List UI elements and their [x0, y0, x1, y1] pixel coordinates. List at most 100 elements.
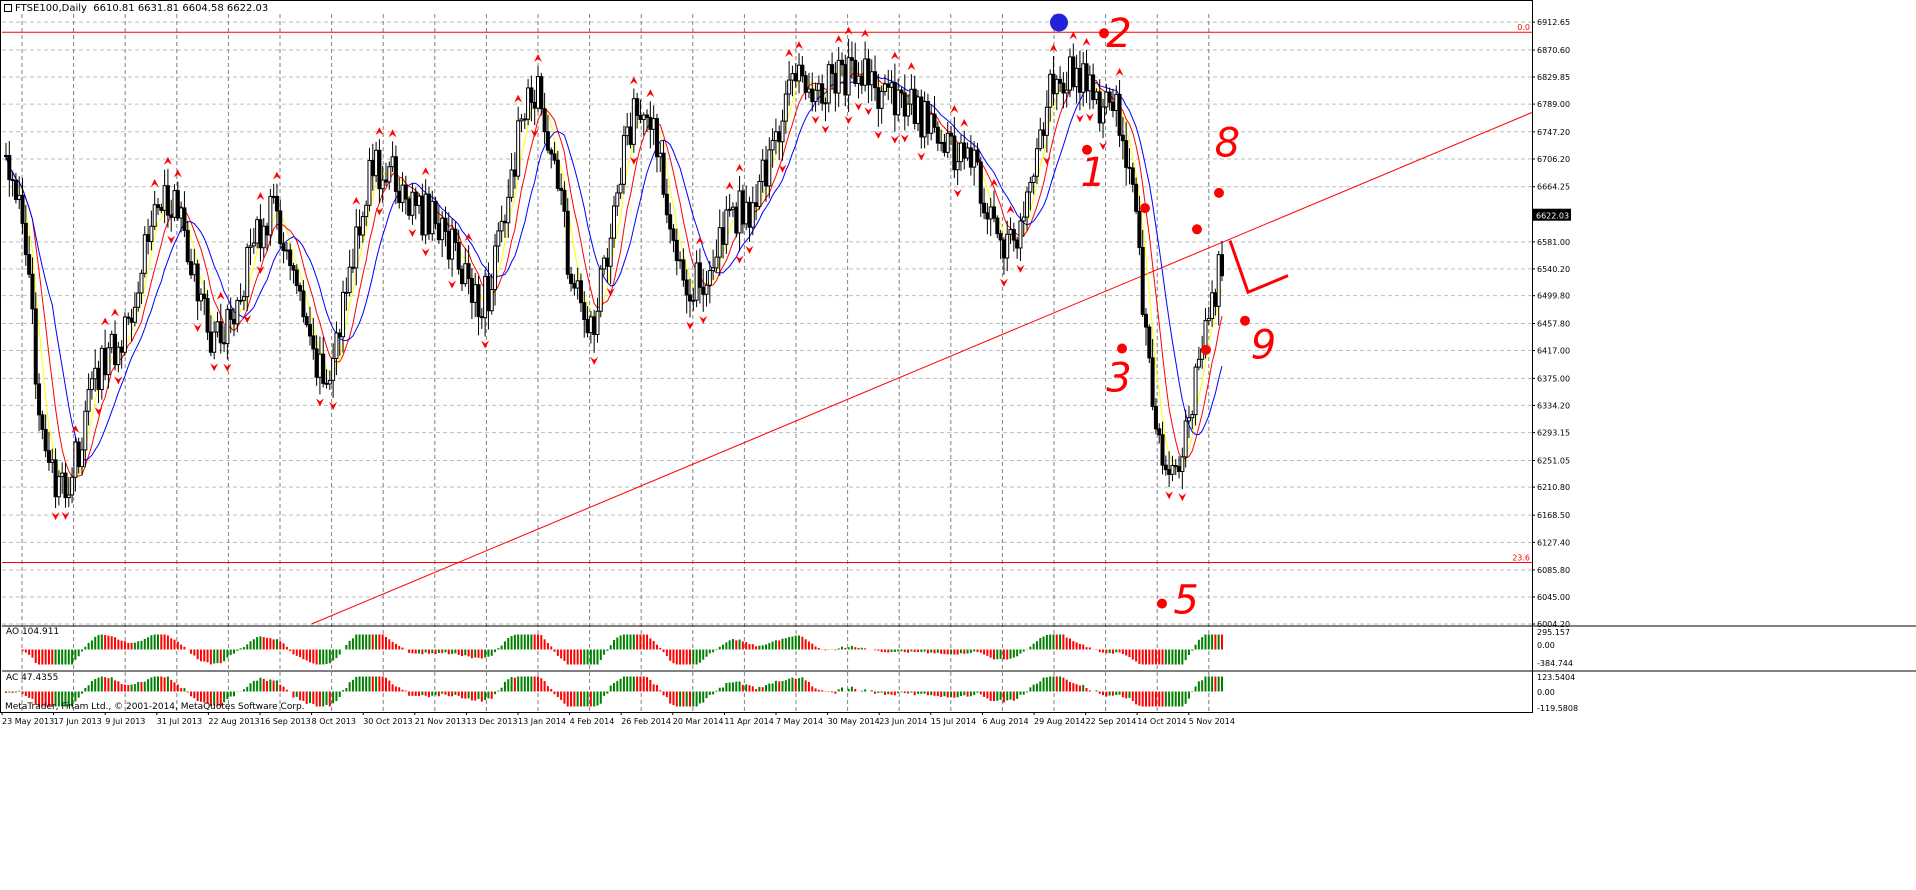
date-tick-label: 6 Aug 2014	[982, 717, 1028, 726]
candle-body	[1193, 366, 1198, 416]
candle-body	[1144, 313, 1148, 328]
date-tick-label: 26 Feb 2014	[621, 717, 671, 726]
fractal-down-arrow	[590, 356, 599, 365]
candle-body	[889, 82, 894, 88]
candle-body	[73, 441, 78, 478]
candle-body	[899, 89, 904, 94]
candle-body	[364, 204, 369, 218]
red-dot-marker	[1214, 187, 1224, 198]
candle-body	[922, 100, 927, 138]
fibonacci-levels[interactable]: 0.0 23.6	[2, 23, 1532, 564]
candle-body	[651, 118, 656, 130]
candle-body	[522, 118, 527, 121]
date-tick-label: 21 Nov 2013	[415, 717, 466, 726]
candle-body	[882, 83, 887, 92]
fractal-down-arrow	[854, 102, 863, 111]
candle-body	[103, 347, 108, 376]
candle-body	[1203, 320, 1208, 350]
candle-body	[53, 459, 58, 498]
candle-body	[770, 139, 775, 151]
candle-body	[1001, 239, 1006, 259]
candle-body	[450, 228, 455, 260]
candle-body	[1210, 292, 1215, 320]
candle-body	[499, 220, 504, 232]
candle-body	[1180, 456, 1185, 472]
candle-body	[430, 200, 435, 235]
candle-body	[1058, 78, 1063, 84]
candle-body	[849, 57, 854, 61]
candle-body	[925, 100, 930, 134]
candle-body	[271, 195, 276, 198]
candle-body	[367, 159, 372, 206]
candle-body	[588, 316, 593, 334]
date-tick-label: 7 May 2014	[776, 717, 823, 726]
candle-body	[4, 155, 8, 158]
candle-body	[780, 120, 785, 143]
candle-body	[641, 114, 646, 120]
fractal-up-arrow	[1082, 37, 1091, 46]
candle-body	[1177, 466, 1182, 472]
candle-body	[1130, 167, 1135, 185]
candle-body	[1051, 73, 1056, 95]
candle-body	[740, 190, 745, 225]
candle-body	[902, 92, 907, 117]
candle-body	[232, 318, 236, 325]
candle-body	[909, 88, 914, 105]
candle-body	[886, 83, 891, 88]
candle-body	[360, 216, 365, 236]
candle-body	[721, 227, 726, 245]
red-dot-marker	[1192, 224, 1202, 235]
fractal-down-arrow	[811, 115, 820, 124]
candle-body	[658, 152, 663, 158]
candle-body	[952, 135, 957, 171]
candle-body	[384, 179, 388, 183]
candle-body	[443, 217, 448, 232]
price-tick-label: 6334.20	[1537, 401, 1570, 410]
candle-body	[701, 286, 706, 295]
candle-body	[400, 184, 405, 204]
candle-body	[1213, 292, 1218, 307]
candle-body	[89, 378, 94, 391]
fractal-up-arrow	[101, 317, 110, 326]
date-tick-label: 22 Aug 2013	[208, 717, 259, 726]
candle-body	[20, 194, 25, 224]
candle-body	[509, 169, 514, 198]
candle-body	[526, 87, 531, 120]
candle-body	[298, 285, 303, 292]
price-tick-label: 6045.00	[1537, 593, 1570, 602]
candle-body	[255, 219, 260, 244]
candle-body	[354, 226, 359, 269]
candle-body	[532, 101, 537, 109]
candle-body	[939, 141, 944, 144]
candle-body	[1220, 254, 1224, 277]
candle-body	[238, 299, 243, 302]
hand-annotations[interactable]: 2 1 8 3 9 5	[1050, 11, 1289, 624]
candle-body	[493, 245, 498, 290]
candle-body	[473, 284, 478, 303]
candle-body	[60, 472, 65, 478]
candle-body	[820, 83, 825, 104]
date-tick-label: 31 Jul 2013	[157, 717, 202, 726]
candle-body	[787, 79, 792, 95]
fractal-down-arrow	[844, 115, 853, 124]
candle-body	[248, 245, 253, 248]
candle-body	[321, 353, 326, 384]
candle-body	[1196, 358, 1201, 368]
trendline[interactable]	[311, 112, 1533, 625]
candle-body	[833, 72, 838, 94]
candle-body	[793, 73, 798, 82]
candle-body	[40, 414, 45, 430]
price-tick-label: 6085.80	[1537, 566, 1570, 575]
candle-body	[284, 249, 289, 252]
candle-body	[466, 263, 471, 280]
candle-body	[840, 59, 844, 66]
fractal-down-arrow	[448, 280, 457, 289]
candle-body	[684, 279, 689, 296]
price-tick-label: 6747.20	[1537, 128, 1570, 137]
candle-body	[978, 161, 983, 204]
annotation-number: 3	[1106, 356, 1131, 402]
candle-body	[506, 196, 511, 224]
candle-body	[456, 241, 461, 270]
candle-body	[565, 210, 570, 275]
